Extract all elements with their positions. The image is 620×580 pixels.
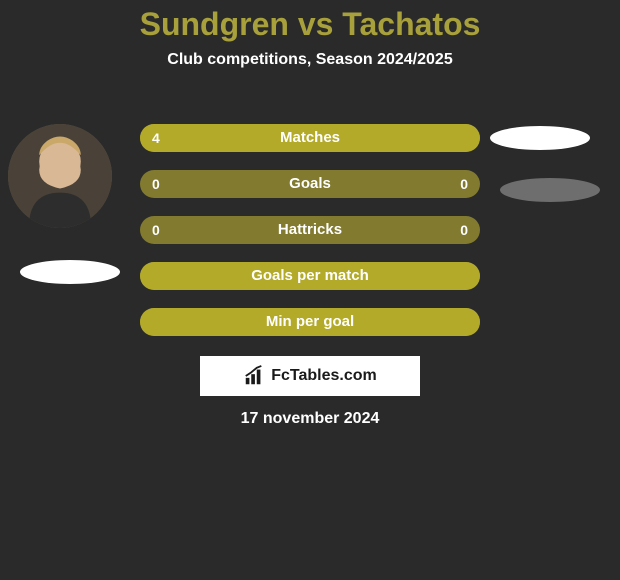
player-right-oval-1 [490, 126, 590, 150]
stats-card: Sundgren vs Tachatos Club competitions, … [0, 0, 620, 580]
stat-bar: Hattricks0 0 [140, 216, 480, 244]
stat-bar: Min per goal [140, 308, 480, 336]
stat-bar: Goals per match [140, 262, 480, 290]
page-title: Sundgren vs Tachatos [0, 0, 620, 43]
subtitle: Club competitions, Season 2024/2025 [0, 51, 620, 69]
player-left-name-oval [20, 260, 120, 284]
brand-text: FcTables.com [271, 367, 377, 385]
brand-badge[interactable]: FcTables.com [200, 356, 420, 396]
stat-bars: Matches4Goals00Hattricks00Goals per matc… [140, 124, 480, 354]
stat-bar: Goals0 0 [140, 170, 480, 198]
stat-bar: Matches4 [140, 124, 480, 152]
player-left-avatar [8, 124, 112, 228]
stat-bar-right-value: 0 [460, 216, 468, 244]
stat-bar-label: Goals [140, 170, 480, 198]
stat-bar-label: Min per goal [140, 308, 480, 336]
stat-bar-label: Hattricks [140, 216, 480, 244]
date-label: 17 november 2024 [0, 410, 620, 428]
stat-bar-right-value: 0 [460, 170, 468, 198]
stat-bar-label: Goals per match [140, 262, 480, 290]
chart-icon [243, 365, 265, 387]
player-right-oval-2 [500, 178, 600, 202]
avatar-placeholder-icon [8, 124, 112, 228]
stat-bar-label: Matches [140, 124, 480, 152]
stat-bar-left-value: 0 [152, 170, 160, 198]
stat-bar-left-value: 4 [152, 124, 160, 152]
stat-bar-left-value: 0 [152, 216, 160, 244]
